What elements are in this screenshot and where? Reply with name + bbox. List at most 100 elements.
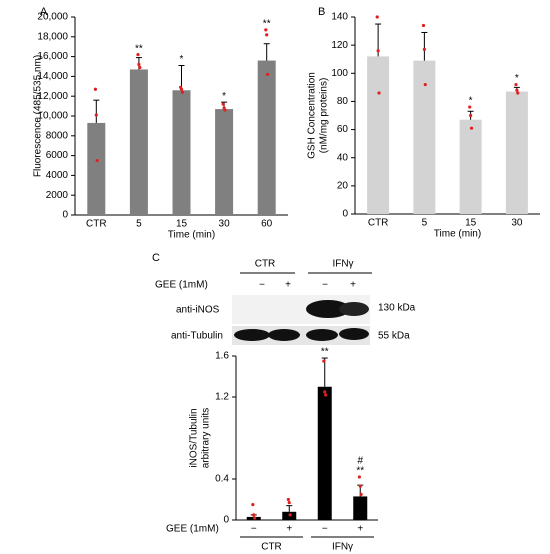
band-label: anti-Tubulin xyxy=(171,331,223,342)
band xyxy=(306,300,350,318)
x-tick-label: − xyxy=(322,524,328,535)
data-point xyxy=(377,91,381,95)
x-tick-label: 30 xyxy=(219,219,231,230)
band xyxy=(339,328,369,340)
y-tick-label: 2000 xyxy=(46,190,69,201)
bar xyxy=(367,56,390,215)
data-point xyxy=(469,126,474,130)
y-axis-label: iNOS/Tubulin xyxy=(189,408,200,467)
data-point xyxy=(375,15,379,19)
x-tick-label: − xyxy=(251,524,257,535)
y-tick-label: 120 xyxy=(331,40,348,51)
bar xyxy=(172,90,191,215)
band-size: 130 kDa xyxy=(378,303,416,314)
x-tick-label: 15 xyxy=(176,219,188,230)
data-point xyxy=(253,516,257,520)
x-axis-label: Time (min) xyxy=(434,229,481,240)
blot-group: CTR xyxy=(255,259,276,270)
group-label: IFNγ xyxy=(332,542,353,553)
data-point xyxy=(376,49,380,53)
data-point xyxy=(324,393,328,397)
y-tick-label: 16,000 xyxy=(37,51,68,62)
data-point xyxy=(265,33,269,37)
significance: * xyxy=(469,96,473,107)
bar xyxy=(215,109,234,215)
y-tick-label: 12,000 xyxy=(37,91,68,102)
y-tick-label: 4000 xyxy=(46,170,69,181)
x-tick-label: 5 xyxy=(422,218,428,229)
y-tick-label: 0.4 xyxy=(215,474,229,485)
data-point xyxy=(421,23,426,28)
data-point xyxy=(359,492,363,496)
panel-label: A xyxy=(40,6,48,18)
y-tick-label: 8000 xyxy=(46,130,69,141)
data-point xyxy=(515,88,519,92)
data-point xyxy=(358,484,362,488)
x-tick-label: + xyxy=(286,524,292,535)
data-point xyxy=(264,28,268,32)
data-point xyxy=(323,390,327,394)
data-point xyxy=(266,72,270,77)
blot-strip xyxy=(232,326,370,345)
y-tick-label: 1.6 xyxy=(215,351,229,362)
data-point xyxy=(469,113,473,118)
significance: * xyxy=(222,91,226,102)
y-axis-label: (nM/mg proteins) xyxy=(319,78,330,154)
lane-label: − xyxy=(259,280,265,291)
data-point xyxy=(252,513,256,517)
band xyxy=(339,302,369,316)
y-axis-label: arbitrary units xyxy=(201,408,212,469)
data-point xyxy=(137,62,141,67)
bar xyxy=(505,91,528,214)
panel-label: B xyxy=(318,6,325,18)
blot-group: IFNγ xyxy=(332,259,353,270)
y-tick-label: 20,000 xyxy=(37,12,68,23)
group-label: CTR xyxy=(261,542,282,553)
bar xyxy=(317,386,332,520)
band xyxy=(234,329,270,341)
data-point xyxy=(138,65,142,70)
lane-label: − xyxy=(322,280,328,291)
bar xyxy=(257,60,276,216)
panel-label: C xyxy=(152,252,160,264)
y-axis-label: GSH Concentration xyxy=(307,72,318,159)
y-tick-label: 0 xyxy=(342,209,348,220)
data-point xyxy=(223,108,227,112)
bar xyxy=(459,119,482,214)
data-point xyxy=(357,475,361,479)
y-tick-label: 0 xyxy=(62,210,68,221)
x-row-label: GEE (1mM) xyxy=(166,524,219,535)
bar xyxy=(353,496,368,520)
data-point xyxy=(179,87,184,91)
y-tick-label: 14,000 xyxy=(37,71,68,82)
y-tick-label: 18,000 xyxy=(37,31,68,42)
data-point xyxy=(251,503,255,507)
y-tick-label: 100 xyxy=(331,68,348,79)
band-size: 55 kDa xyxy=(378,331,410,342)
data-point xyxy=(93,87,97,91)
significance: # xyxy=(357,456,363,467)
x-tick-label: CTR xyxy=(368,218,389,229)
significance: * xyxy=(515,73,519,84)
y-axis-label: Fluorescence (485/535 nm) xyxy=(33,55,44,177)
data-point xyxy=(288,513,292,517)
band-label: anti-iNOS xyxy=(176,305,220,316)
y-tick-label: 6000 xyxy=(46,150,69,161)
lane-label: + xyxy=(350,280,356,291)
data-point xyxy=(516,91,520,95)
y-tick-label: 0 xyxy=(223,515,229,526)
data-point xyxy=(322,359,326,363)
x-tick-label: CTR xyxy=(86,219,107,230)
band xyxy=(306,329,338,341)
data-point xyxy=(468,105,472,109)
y-tick-label: 20 xyxy=(337,180,349,191)
lane-label: + xyxy=(285,280,291,291)
data-point xyxy=(422,47,426,51)
x-tick-label: + xyxy=(357,524,363,535)
data-point xyxy=(136,53,140,57)
western-blot: CTR IFNγ GEE (1mM) − + − + anti-iNOS 130… xyxy=(155,259,416,345)
x-tick-label: 15 xyxy=(465,218,477,229)
significance: ** xyxy=(135,43,143,54)
significance: ** xyxy=(321,347,329,358)
